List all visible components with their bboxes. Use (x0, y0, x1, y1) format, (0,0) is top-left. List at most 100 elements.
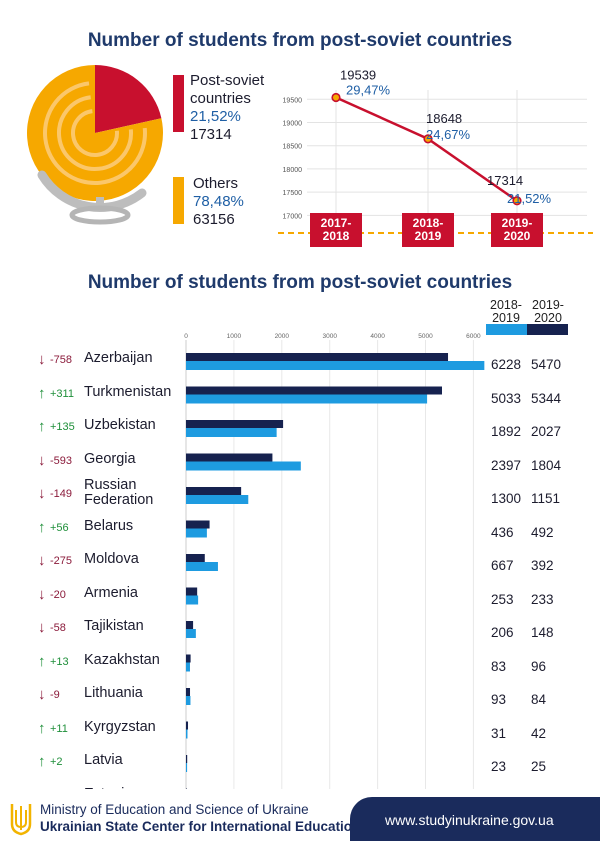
bar-2019-2020-azerbaijan (186, 353, 449, 361)
legend-others-pct: 78,48% (193, 193, 244, 210)
top-chart-title: Number of students from post-soviet coun… (87, 30, 513, 51)
value-2019-2020-uzbekistan: 2027 (531, 424, 562, 439)
col-head-2018-2019: 2018- 2019 (486, 299, 526, 325)
value-2019-2020-kyrgyzstan: 42 (531, 725, 547, 741)
value-2018-2019-turkmenistan: 5033 (491, 390, 522, 406)
bar-2019-2020-kyrgyzstan (186, 721, 189, 730)
line-category-box-1 (402, 213, 454, 247)
line-pct-label-1: 24,67% (426, 127, 471, 142)
col-head-2019-2020-line2: 2020 (534, 311, 562, 325)
line-pct-label-0: 29,47% (346, 82, 391, 97)
globe-ring-1 (57, 95, 133, 171)
line-category-label-0-0: 2017- (321, 216, 352, 230)
legend-others-count: 63156 (193, 211, 235, 228)
country-label-line-0: Russian (84, 477, 137, 493)
country-label-line-0: Turkmenistan (84, 383, 172, 400)
bar-2018-2019-azerbaijan (186, 361, 485, 370)
line-value-label-1: 18648 (426, 111, 462, 126)
country-label-line-0: Georgia (84, 450, 136, 467)
bar-2018-2019-turkmenistan (186, 394, 428, 404)
arrow-down-icon: ↓ (38, 619, 46, 636)
value-2019-2020-georgia: 1804 (531, 457, 562, 473)
legend-post-soviet-label-line1: Post-soviet (190, 72, 265, 89)
country-label-line-1: Federation (84, 492, 154, 508)
value-2019-2020-belarus: 492 (531, 524, 554, 540)
country-label-azerbaijan: Azerbaijan (84, 351, 153, 366)
value-2018-2019-latvia: 23 (491, 759, 507, 774)
bar-2018-2019-latvia (186, 763, 188, 772)
bar-2018-2019-tajikistan (186, 629, 196, 638)
bar-2019-2020-turkmenistan (186, 386, 442, 395)
line-ytick-18500: 18500 (283, 144, 303, 151)
country-label-line-0: Kyrgyzstan (84, 718, 156, 735)
country-label-line-0: Azerbaijan (84, 350, 153, 366)
change-azerbaijan: -758 (50, 354, 73, 366)
bottom-chart-title: Number of students from post-soviet coun… (87, 272, 513, 293)
change-belarus: +56 (50, 521, 69, 534)
bar-2019-2020-moldova (186, 554, 205, 562)
bar-xtick-1000: 1000 (227, 333, 242, 340)
bar-2018-2019-moldova (186, 562, 218, 571)
legend-post-soviet: Post-soviet countries 21,52% 17314 (190, 72, 264, 144)
line-point-1 (423, 134, 433, 144)
change-latvia: +2 (50, 756, 63, 768)
change-russian-federation: -149 (50, 488, 73, 500)
line-ytick-19500: 19500 (283, 97, 303, 104)
bar-xtick-6000: 6000 (466, 333, 481, 340)
globe-stand-neck (96, 197, 104, 209)
value-2018-2019-belarus: 436 (491, 524, 514, 540)
line-point-0 (331, 92, 341, 103)
bar-xtick-3000: 3000 (322, 333, 337, 340)
bar-2018-2019-russian-federation (186, 495, 249, 504)
bar-2018-2019-belarus (186, 528, 207, 538)
pie-slice-post-soviet-countries (95, 65, 162, 133)
country-label-line-0: Moldova (84, 551, 139, 567)
value-2019-2020-azerbaijan: 5470 (531, 357, 562, 372)
arrow-up-icon: ↑ (38, 719, 46, 737)
arrow-down-icon: ↓ (38, 552, 46, 569)
country-label-belarus: Belarus (84, 518, 133, 534)
globe-icon (27, 65, 164, 225)
footer-url-band (350, 797, 600, 841)
arrow-down-icon: ↓ (38, 351, 46, 368)
value-2018-2019-lithuania: 93 (491, 692, 507, 707)
bar-xtick-5000: 5000 (418, 333, 433, 340)
bar-2019-2020-lithuania (186, 688, 191, 696)
pie-chart (27, 65, 164, 201)
value-2018-2019-russian-federation: 1300 (491, 491, 522, 506)
bar-xtick-4000: 4000 (370, 333, 385, 340)
country-label-russian-federation: Russian Federation (84, 478, 153, 508)
change-armenia: -20 (50, 588, 66, 601)
change-uzbekistan: +135 (50, 421, 75, 433)
bar-2019-2020-armenia (186, 587, 198, 596)
footer-url[interactable]: www.studyinukraine.gov.ua (385, 812, 554, 828)
country-label-line-0: Uzbekistan (84, 417, 156, 433)
bar-2018-2019-georgia (186, 461, 301, 471)
value-2019-2020-moldova: 392 (531, 558, 554, 573)
line-pct-label-2: 21,52% (507, 191, 552, 206)
bar-2018-2019-kyrgyzstan (186, 729, 188, 739)
bar-2018-2019-uzbekistan (186, 428, 277, 437)
globe-ring-2 (71, 109, 119, 157)
line-point-2 (512, 196, 522, 206)
bar-2019-2020-latvia (186, 755, 188, 763)
line-value-label-2: 17314 (487, 173, 523, 188)
line-ytick-17500: 17500 (283, 190, 303, 197)
col-head-2019-2020-line1: 2019- (532, 298, 564, 312)
arrow-up-icon: ↑ (38, 652, 46, 670)
line-ytick-18000: 18000 (283, 167, 303, 174)
country-label-line-0: Latvia (84, 752, 123, 768)
globe-stand-base (69, 205, 131, 225)
value-2018-2019-kyrgyzstan: 31 (491, 725, 507, 741)
country-label-line-0: Lithuania (84, 685, 143, 701)
line-ytick-19000: 19000 (283, 121, 303, 128)
value-2018-2019-armenia: 253 (491, 591, 514, 607)
arrow-up-icon: ↑ (38, 418, 46, 435)
legend-swatch-post-soviet (173, 75, 184, 132)
legend-others: Others 78,48% 63156 (193, 175, 244, 229)
change-turkmenistan: +311 (50, 387, 74, 400)
country-label-moldova: Moldova (84, 552, 139, 567)
trident-icon (10, 804, 32, 836)
line-category-box-2 (491, 213, 543, 247)
bar-xtick-2000: 2000 (275, 333, 290, 340)
